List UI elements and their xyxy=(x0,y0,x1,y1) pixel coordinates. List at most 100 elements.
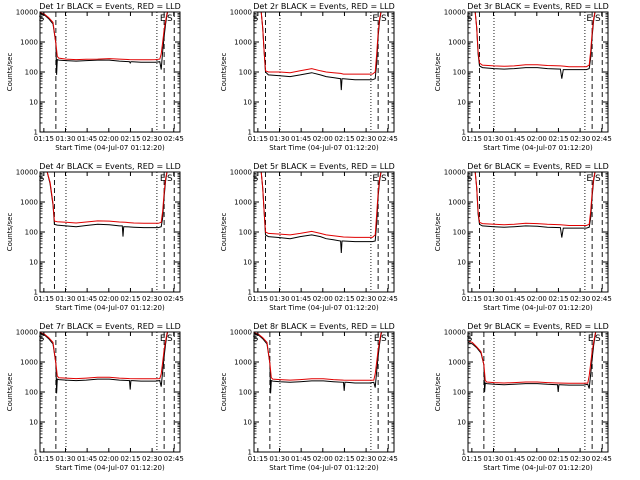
y-tick-label: 1 xyxy=(462,289,466,297)
y-tick-label: 1000 xyxy=(234,359,252,367)
x-tick-label: 02:00 xyxy=(99,135,119,143)
interval-marker-e: E xyxy=(160,174,166,184)
x-tick-label: 02:15 xyxy=(120,135,140,143)
interval-marker-s: S xyxy=(595,334,601,344)
series-lld-line xyxy=(46,172,168,224)
x-tick-label: 02:45 xyxy=(164,295,184,303)
x-tick-label: 02:00 xyxy=(313,135,333,143)
y-tick-label: 10000 xyxy=(230,9,252,17)
y-tick-label: 1 xyxy=(248,129,252,137)
x-tick-label: 01:45 xyxy=(505,455,525,463)
x-tick-label: 01:30 xyxy=(483,135,503,143)
series-events-line xyxy=(468,332,597,393)
y-tick-label: 100 xyxy=(239,69,252,77)
x-tick-label: 02:30 xyxy=(142,135,162,143)
series-lld-line xyxy=(468,332,597,384)
interval-marker-s: S xyxy=(253,174,259,184)
y-axis-label: Counts/sec xyxy=(220,53,228,92)
y-tick-label: 10 xyxy=(243,99,252,107)
x-tick-label: 02:30 xyxy=(142,295,162,303)
interval-marker-s: S xyxy=(381,14,387,24)
y-tick-label: 1 xyxy=(34,129,38,137)
interval-marker-e: E xyxy=(160,14,166,24)
interval-marker-s: S xyxy=(467,334,473,344)
x-tick-label: 02:00 xyxy=(527,455,547,463)
series-events-line xyxy=(474,172,596,238)
y-tick-label: 1000 xyxy=(448,359,466,367)
x-tick-label: 01:15 xyxy=(462,455,482,463)
plot-frame xyxy=(253,171,395,293)
x-tick-label: 02:30 xyxy=(570,455,590,463)
series-events-line xyxy=(474,12,596,79)
y-tick-label: 10000 xyxy=(16,329,38,337)
x-tick-label: 01:45 xyxy=(77,135,97,143)
series-lld-line xyxy=(260,172,382,238)
panel-title: Det 1r BLACK = Events, RED = LLD xyxy=(39,2,181,11)
x-tick-label: 01:15 xyxy=(248,295,268,303)
interval-marker-s: S xyxy=(253,14,259,24)
series-events-line xyxy=(260,172,382,254)
y-tick-label: 1000 xyxy=(20,39,38,47)
series-events-line xyxy=(46,172,168,237)
interval-marker-e: E xyxy=(588,334,594,344)
y-axis-label: Counts/sec xyxy=(220,213,228,252)
x-tick-label: 02:45 xyxy=(592,135,612,143)
panel-title: Det 5r BLACK = Events, RED = LLD xyxy=(253,162,395,171)
interval-marker-e: E xyxy=(374,334,380,344)
y-tick-label: 100 xyxy=(25,229,38,237)
panel-det-8: Det 8r BLACK = Events, RED = LLD 01:15 01:… xyxy=(220,322,398,472)
interval-marker-s: S xyxy=(595,14,601,24)
y-tick-label: 1 xyxy=(248,449,252,457)
y-tick-label: 100 xyxy=(239,229,252,237)
x-tick-label: 02:45 xyxy=(378,135,398,143)
x-tick-label: 02:30 xyxy=(356,455,376,463)
interval-marker-e: E xyxy=(372,174,378,184)
y-tick-label: 1 xyxy=(34,449,38,457)
x-tick-label: 02:15 xyxy=(548,455,568,463)
y-tick-label: 1000 xyxy=(234,199,252,207)
x-tick-label: 01:15 xyxy=(34,455,54,463)
y-axis-label: Counts/sec xyxy=(434,373,442,412)
y-tick-label: 1000 xyxy=(448,199,466,207)
x-tick-label: 01:45 xyxy=(505,135,525,143)
x-tick-label: 02:30 xyxy=(356,295,376,303)
y-axis-label: Counts/sec xyxy=(434,53,442,92)
x-tick-label: 02:30 xyxy=(142,455,162,463)
x-tick-label: 01:30 xyxy=(483,455,503,463)
panel-title: Det 3r BLACK = Events, RED = LLD xyxy=(467,2,609,11)
x-tick-label: 01:30 xyxy=(269,455,289,463)
series-lld-line xyxy=(474,12,596,68)
y-tick-label: 100 xyxy=(25,69,38,77)
panel-title: Det 8r BLACK = Events, RED = LLD xyxy=(253,322,395,331)
y-axis-label: Counts/sec xyxy=(434,213,442,252)
interval-marker-s: S xyxy=(39,174,45,184)
y-tick-label: 1 xyxy=(462,129,466,137)
y-tick-label: 10 xyxy=(243,419,252,427)
plot-frame xyxy=(39,331,181,453)
x-axis-label: Start Time (04-Jul-07 01:12:20) xyxy=(483,144,593,152)
x-tick-label: 02:00 xyxy=(527,295,547,303)
panel-title: Det 2r BLACK = Events, RED = LLD xyxy=(253,2,395,11)
x-tick-label: 01:45 xyxy=(77,295,97,303)
x-axis-label: Start Time (04-Jul-07 01:12:20) xyxy=(269,464,379,472)
interval-marker-e: E xyxy=(160,334,166,344)
y-tick-label: 1 xyxy=(462,449,466,457)
x-tick-label: 02:15 xyxy=(334,135,354,143)
y-tick-label: 10000 xyxy=(444,169,466,177)
x-tick-label: 02:30 xyxy=(356,135,376,143)
x-tick-label: 01:45 xyxy=(291,295,311,303)
x-axis-label: Start Time (04-Jul-07 01:12:20) xyxy=(269,304,379,312)
y-tick-label: 10 xyxy=(457,259,466,267)
y-tick-label: 10 xyxy=(457,99,466,107)
interval-marker-s: S xyxy=(39,14,45,24)
y-tick-label: 10 xyxy=(29,419,38,427)
plot-frame xyxy=(39,11,181,133)
interval-marker-s: S xyxy=(595,174,601,184)
interval-marker-s: S xyxy=(253,334,259,344)
panel-title: Det 7r BLACK = Events, RED = LLD xyxy=(39,322,181,331)
x-tick-label: 01:15 xyxy=(248,455,268,463)
x-tick-label: 02:00 xyxy=(99,455,119,463)
